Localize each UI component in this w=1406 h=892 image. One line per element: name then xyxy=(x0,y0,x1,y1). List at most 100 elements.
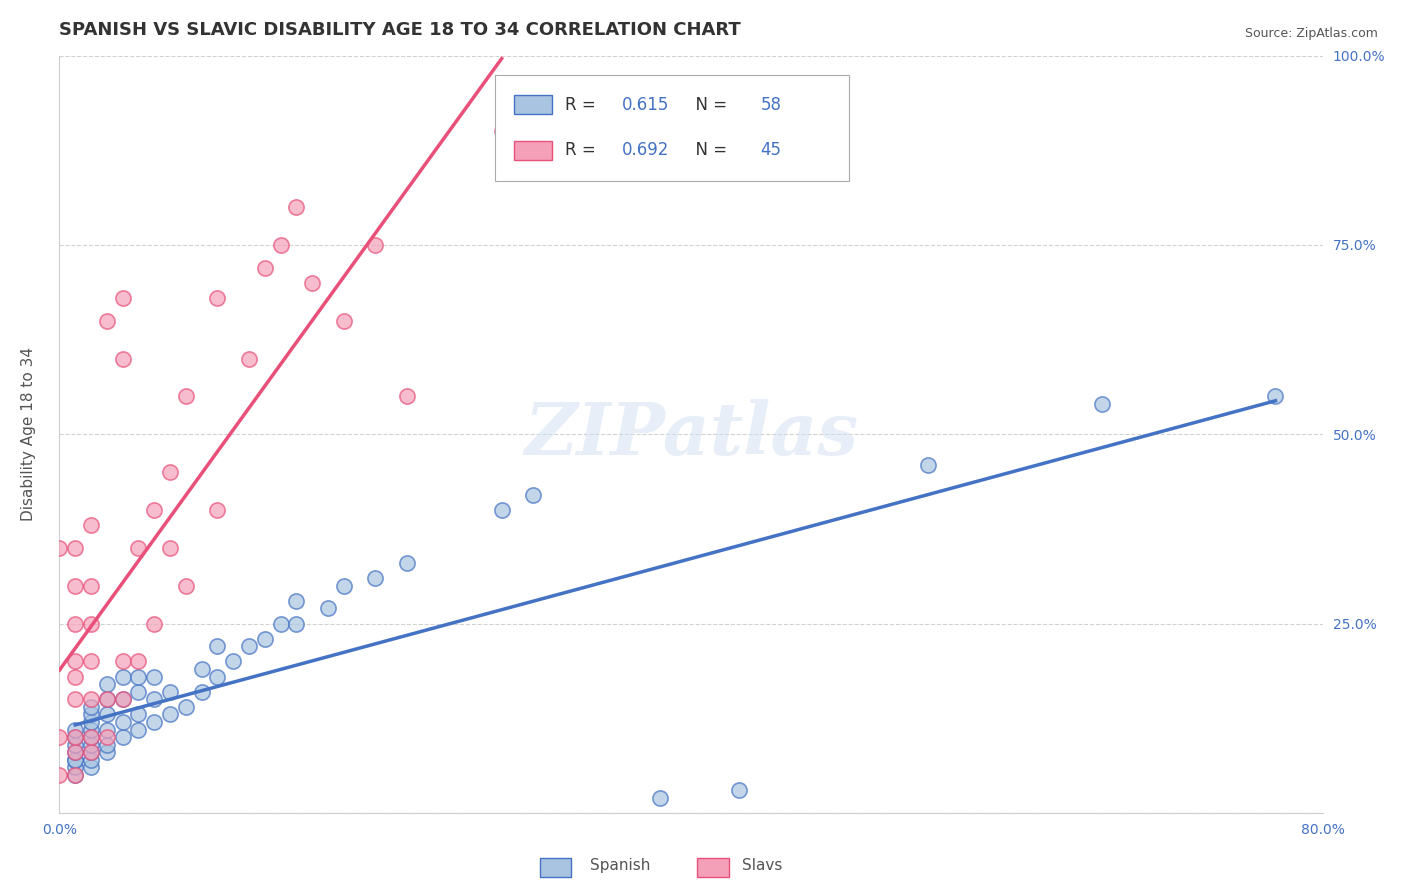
Point xyxy=(111,351,134,366)
Point xyxy=(207,291,229,305)
Point xyxy=(174,579,197,593)
Point xyxy=(96,723,118,737)
Point xyxy=(65,753,87,767)
Point xyxy=(80,760,103,774)
Point xyxy=(80,518,103,533)
Point xyxy=(65,730,87,744)
Point xyxy=(159,684,181,698)
Text: SPANISH VS SLAVIC DISABILITY AGE 18 TO 34 CORRELATION CHART: SPANISH VS SLAVIC DISABILITY AGE 18 TO 3… xyxy=(59,21,741,39)
FancyBboxPatch shape xyxy=(495,75,849,180)
Point xyxy=(65,768,87,782)
Point xyxy=(127,707,149,722)
Point xyxy=(364,238,387,252)
Point xyxy=(159,707,181,722)
Point xyxy=(65,768,87,782)
FancyBboxPatch shape xyxy=(515,141,553,160)
Point xyxy=(143,669,166,683)
Point xyxy=(111,692,134,706)
Point xyxy=(190,684,212,698)
Text: N =: N = xyxy=(685,141,733,160)
Text: 58: 58 xyxy=(761,95,782,114)
Point xyxy=(80,753,103,767)
Point xyxy=(127,669,149,683)
Point xyxy=(65,738,87,752)
Point xyxy=(65,654,87,668)
Point xyxy=(65,745,87,759)
Text: 0.692: 0.692 xyxy=(621,141,669,160)
Point xyxy=(395,389,418,403)
Point xyxy=(80,723,103,737)
Point xyxy=(111,714,134,729)
Point xyxy=(96,692,118,706)
Text: Source: ZipAtlas.com: Source: ZipAtlas.com xyxy=(1244,27,1378,40)
Point xyxy=(253,632,276,646)
FancyBboxPatch shape xyxy=(697,858,730,877)
Point xyxy=(80,745,103,759)
Point xyxy=(65,730,87,744)
Point xyxy=(143,692,166,706)
Point xyxy=(96,313,118,327)
Point xyxy=(80,730,103,744)
Point xyxy=(285,594,308,608)
Point xyxy=(270,238,292,252)
Point xyxy=(491,124,513,138)
Point xyxy=(96,730,118,744)
Point xyxy=(65,541,87,555)
Point xyxy=(65,760,87,774)
Point xyxy=(285,200,308,214)
Point xyxy=(111,730,134,744)
Point xyxy=(253,260,276,275)
Point xyxy=(111,291,134,305)
Point xyxy=(80,738,103,752)
Point xyxy=(127,723,149,737)
Point xyxy=(522,488,544,502)
Text: ZIPatlas: ZIPatlas xyxy=(524,399,858,470)
Point xyxy=(48,730,70,744)
Text: R =: R = xyxy=(565,95,600,114)
Point xyxy=(143,714,166,729)
Point xyxy=(65,723,87,737)
Point xyxy=(65,616,87,631)
Point xyxy=(648,790,671,805)
Point xyxy=(96,692,118,706)
Point xyxy=(207,639,229,653)
Point xyxy=(332,579,354,593)
Point xyxy=(190,662,212,676)
Point xyxy=(111,654,134,668)
Point xyxy=(127,654,149,668)
Text: 0.615: 0.615 xyxy=(621,95,669,114)
Point xyxy=(48,768,70,782)
Point xyxy=(222,654,245,668)
Point xyxy=(80,745,103,759)
Point xyxy=(48,541,70,555)
Point xyxy=(1091,397,1114,411)
Point xyxy=(238,639,260,653)
Point xyxy=(285,616,308,631)
Point xyxy=(207,669,229,683)
Point xyxy=(332,313,354,327)
Point xyxy=(80,616,103,631)
Point xyxy=(65,692,87,706)
Point xyxy=(80,654,103,668)
Point xyxy=(316,601,339,615)
Point xyxy=(96,745,118,759)
Point xyxy=(174,699,197,714)
Point xyxy=(111,692,134,706)
Point xyxy=(143,503,166,517)
Point xyxy=(207,503,229,517)
Text: R =: R = xyxy=(565,141,600,160)
Point xyxy=(65,579,87,593)
Point xyxy=(491,503,513,517)
Point xyxy=(395,556,418,570)
Point xyxy=(65,753,87,767)
Point xyxy=(301,276,323,290)
Point xyxy=(270,616,292,631)
Point xyxy=(96,738,118,752)
Text: 45: 45 xyxy=(761,141,782,160)
Point xyxy=(80,714,103,729)
Point xyxy=(1264,389,1286,403)
FancyBboxPatch shape xyxy=(540,858,571,877)
Y-axis label: Disability Age 18 to 34: Disability Age 18 to 34 xyxy=(21,347,35,521)
Point xyxy=(159,541,181,555)
Point xyxy=(80,707,103,722)
